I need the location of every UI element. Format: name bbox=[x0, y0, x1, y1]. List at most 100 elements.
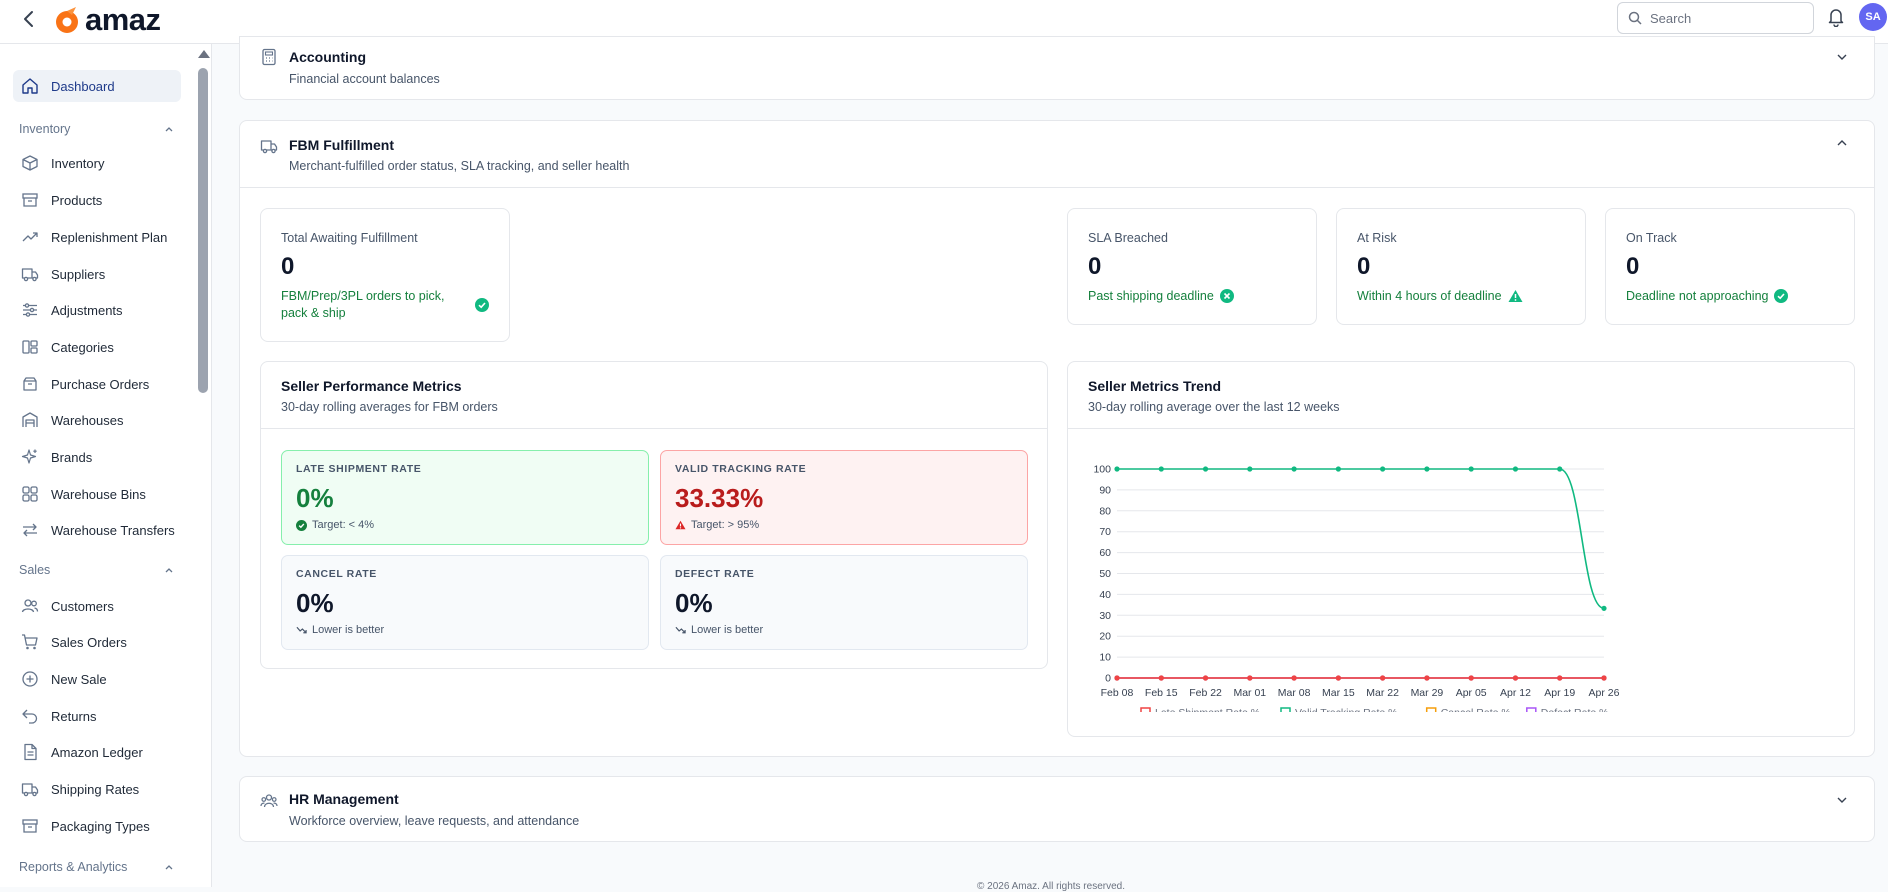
stat-note: Past shipping deadline bbox=[1088, 289, 1234, 303]
card-title: Seller Metrics Trend bbox=[1088, 378, 1222, 394]
metric-cancel-rate: CANCEL RATE 0% Lower is better bbox=[281, 555, 649, 650]
x-tick-label: Mar 08 bbox=[1278, 687, 1311, 699]
sidebar-item-customers[interactable]: Customers bbox=[13, 590, 181, 622]
section-subtitle: Financial account balances bbox=[289, 72, 440, 86]
sidebar-item-adjustments[interactable]: Adjustments bbox=[13, 294, 181, 326]
stat-label: On Track bbox=[1626, 231, 1677, 245]
hr-management-section[interactable]: HR Management Workforce overview, leave … bbox=[239, 776, 1875, 842]
sidebar: Dashboard Inventory Inventory Products R… bbox=[0, 44, 212, 887]
fbm-fulfillment-section: FBM Fulfillment Merchant-fulfilled order… bbox=[239, 120, 1875, 757]
user-avatar[interactable]: SA bbox=[1859, 3, 1887, 31]
sidebar-item-warehouse-bins[interactable]: Warehouse Bins bbox=[13, 478, 181, 510]
warehouse-icon bbox=[22, 412, 38, 427]
undo-icon bbox=[22, 709, 38, 724]
sidebar-group-label: Reports & Analytics bbox=[19, 860, 128, 874]
stat-label: SLA Breached bbox=[1088, 231, 1168, 245]
sidebar-group-inventory[interactable]: Inventory bbox=[19, 122, 174, 136]
sidebar-item-label: Amazon Ledger bbox=[51, 744, 143, 760]
sidebar-item-products[interactable]: Products bbox=[13, 184, 181, 216]
sidebar-item-label: Products bbox=[51, 192, 103, 208]
chevron-down-icon[interactable] bbox=[1836, 794, 1848, 806]
stat-label: At Risk bbox=[1357, 231, 1397, 245]
y-tick-label: 20 bbox=[1099, 631, 1111, 643]
sidebar-item-label: Warehouse Bins bbox=[51, 486, 146, 502]
stat-note-line: FBM/Prep/3PL orders to pick, bbox=[281, 289, 445, 303]
sidebar-item-replenishment-plan[interactable]: Replenishment Plan bbox=[13, 221, 181, 253]
legend-swatch bbox=[1526, 707, 1537, 712]
sidebar-item-warehouse-transfers[interactable]: Warehouse Transfers bbox=[13, 514, 181, 546]
sidebar-group-sales[interactable]: Sales bbox=[19, 563, 174, 577]
plus-circle-icon bbox=[22, 671, 38, 687]
sidebar-item-dashboard[interactable]: Dashboard bbox=[13, 70, 181, 102]
x-tick-label: Mar 15 bbox=[1322, 687, 1355, 699]
chevron-up-icon bbox=[165, 568, 173, 573]
cart-icon bbox=[22, 634, 38, 650]
back-arrow-icon[interactable] bbox=[18, 8, 40, 30]
search-box[interactable] bbox=[1617, 2, 1814, 34]
truck-icon bbox=[21, 783, 39, 797]
calculator-icon bbox=[262, 48, 276, 66]
chevron-down-icon[interactable] bbox=[1836, 51, 1848, 63]
sidebar-group-label: Inventory bbox=[19, 122, 71, 136]
data-point bbox=[1468, 466, 1474, 472]
data-point bbox=[1557, 466, 1563, 472]
scroll-up-arrow[interactable] bbox=[198, 50, 210, 58]
sidebar-scrollbar[interactable] bbox=[196, 48, 210, 883]
file-text-icon bbox=[24, 743, 37, 761]
sidebar-item-sales-orders[interactable]: Sales Orders bbox=[13, 626, 181, 658]
sidebar-item-warehouses[interactable]: Warehouses bbox=[13, 404, 181, 436]
metric-note: Lower is better bbox=[675, 624, 763, 636]
y-tick-label: 30 bbox=[1099, 610, 1111, 622]
app-logo[interactable]: amaz bbox=[52, 2, 161, 38]
users-icon bbox=[21, 599, 39, 613]
data-point bbox=[1114, 675, 1120, 681]
data-point bbox=[1291, 466, 1297, 472]
sidebar-item-packaging-types[interactable]: Packaging Types bbox=[13, 810, 181, 842]
x-tick-label: Mar 22 bbox=[1366, 687, 1399, 699]
stat-sla-breached: SLA Breached 0 Past shipping deadline bbox=[1067, 208, 1317, 325]
metric-note: Target: < 4% bbox=[296, 519, 374, 531]
sidebar-item-amazon-ledger[interactable]: Amazon Ledger bbox=[13, 736, 181, 768]
sidebar-item-brands[interactable]: Brands bbox=[13, 441, 181, 473]
home-icon bbox=[22, 78, 38, 94]
stat-label: Total Awaiting Fulfillment bbox=[281, 231, 418, 245]
legend-label: Valid Tracking Rate % bbox=[1295, 707, 1398, 712]
stat-note-text: Within 4 hours of deadline bbox=[1357, 289, 1502, 303]
y-tick-label: 70 bbox=[1099, 526, 1111, 538]
sidebar-item-new-sale[interactable]: New Sale bbox=[13, 663, 181, 695]
seller-metrics-trend-card: Seller Metrics Trend 30-day rolling aver… bbox=[1067, 361, 1855, 737]
trending-down-icon bbox=[296, 626, 307, 634]
stat-value: 0 bbox=[1626, 253, 1640, 280]
x-circle-icon bbox=[1219, 289, 1234, 303]
metric-note: Lower is better bbox=[296, 624, 384, 636]
sidebar-item-categories[interactable]: Categories bbox=[13, 331, 181, 363]
y-tick-label: 90 bbox=[1099, 484, 1111, 496]
sidebar-item-label: Shipping Rates bbox=[51, 781, 140, 797]
search-input[interactable] bbox=[1650, 10, 1800, 26]
data-point bbox=[1247, 675, 1253, 681]
sidebar-item-suppliers[interactable]: Suppliers bbox=[13, 258, 181, 290]
sidebar-item-label: Brands bbox=[51, 449, 93, 465]
stat-note-text: Deadline not approaching bbox=[1626, 289, 1769, 303]
data-point bbox=[1247, 466, 1253, 472]
sidebar-item-label: Dashboard bbox=[51, 78, 115, 94]
sidebar-group-reports[interactable]: Reports & Analytics bbox=[19, 860, 174, 874]
scrollbar-thumb[interactable] bbox=[198, 68, 208, 393]
sidebar-item-purchase-orders[interactable]: Purchase Orders bbox=[13, 368, 181, 400]
chevron-up-icon[interactable] bbox=[1836, 137, 1848, 149]
sidebar-item-label: Packaging Types bbox=[51, 818, 150, 834]
legend-label: Cancel Rate % bbox=[1441, 707, 1511, 712]
accounting-section[interactable]: Accounting Financial account balances bbox=[239, 36, 1875, 100]
trending-down-icon bbox=[675, 626, 686, 634]
metric-label: DEFECT RATE bbox=[675, 568, 755, 580]
bell-icon[interactable] bbox=[1827, 7, 1845, 27]
sidebar-item-shipping-rates[interactable]: Shipping Rates bbox=[13, 773, 181, 805]
check-circle-icon bbox=[296, 519, 307, 531]
sidebar-item-returns[interactable]: Returns bbox=[13, 700, 181, 732]
sidebar-item-label: Returns bbox=[51, 708, 97, 724]
sidebar-item-inventory[interactable]: Inventory bbox=[13, 147, 181, 179]
sidebar-item-label: Sales Orders bbox=[51, 634, 127, 650]
data-point bbox=[1512, 466, 1519, 472]
stat-on-track: On Track 0 Deadline not approaching bbox=[1605, 208, 1855, 325]
divider bbox=[240, 187, 1874, 188]
